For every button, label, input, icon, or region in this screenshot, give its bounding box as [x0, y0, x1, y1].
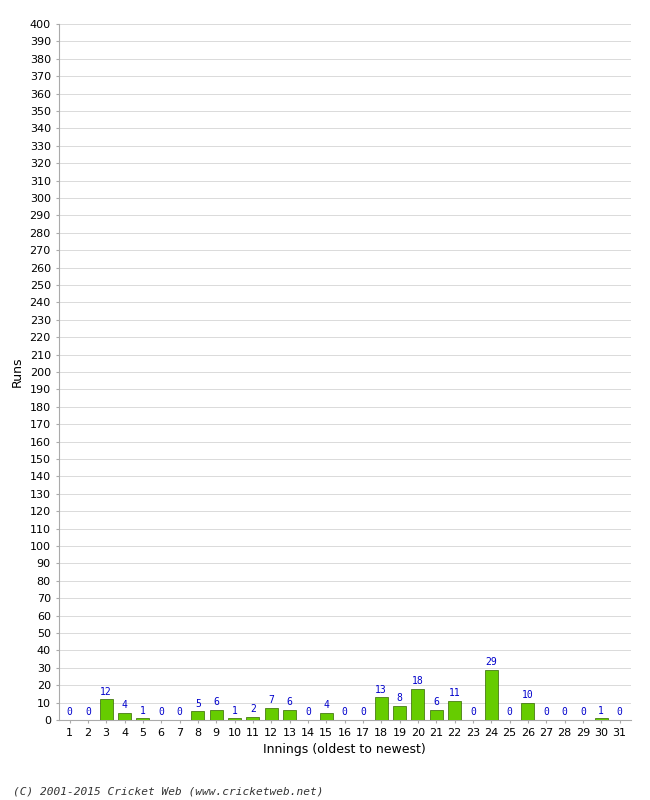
Text: 1: 1 [231, 706, 237, 716]
Text: 6: 6 [213, 697, 219, 707]
Bar [411, 689, 424, 720]
Bar [595, 718, 608, 720]
Text: 10: 10 [522, 690, 534, 700]
Text: 1: 1 [140, 706, 146, 716]
Text: 29: 29 [486, 657, 497, 667]
Text: 0: 0 [617, 707, 623, 718]
Bar [136, 718, 150, 720]
Text: 0: 0 [506, 707, 512, 718]
Text: 4: 4 [122, 701, 127, 710]
Bar [246, 717, 259, 720]
Bar [393, 706, 406, 720]
Text: 6: 6 [434, 697, 439, 707]
Bar [99, 699, 112, 720]
Bar [228, 718, 241, 720]
Text: 0: 0 [305, 707, 311, 718]
Text: 2: 2 [250, 704, 255, 714]
Text: 18: 18 [412, 676, 424, 686]
Text: 0: 0 [158, 707, 164, 718]
Text: 0: 0 [543, 707, 549, 718]
Text: 1: 1 [598, 706, 604, 716]
Text: 0: 0 [177, 707, 183, 718]
Text: 8: 8 [396, 694, 402, 703]
Text: 13: 13 [375, 685, 387, 694]
Bar [283, 710, 296, 720]
Bar [118, 713, 131, 720]
Text: 0: 0 [85, 707, 91, 718]
Text: 0: 0 [580, 707, 586, 718]
Bar [430, 710, 443, 720]
Text: 7: 7 [268, 695, 274, 706]
Bar [320, 713, 333, 720]
Text: (C) 2001-2015 Cricket Web (www.cricketweb.net): (C) 2001-2015 Cricket Web (www.cricketwe… [13, 786, 324, 796]
Text: 5: 5 [195, 698, 201, 709]
Text: 0: 0 [341, 707, 348, 718]
Y-axis label: Runs: Runs [11, 357, 24, 387]
Text: 6: 6 [287, 697, 292, 707]
Bar [448, 701, 461, 720]
Bar [521, 702, 534, 720]
Text: 0: 0 [470, 707, 476, 718]
Text: 12: 12 [100, 686, 112, 697]
Bar [210, 710, 222, 720]
Text: 0: 0 [360, 707, 366, 718]
Bar [485, 670, 498, 720]
Text: 0: 0 [562, 707, 567, 718]
Bar [265, 708, 278, 720]
Bar [191, 711, 204, 720]
Bar [375, 698, 387, 720]
X-axis label: Innings (oldest to newest): Innings (oldest to newest) [263, 743, 426, 756]
Text: 4: 4 [323, 701, 329, 710]
Text: 11: 11 [448, 688, 460, 698]
Text: 0: 0 [66, 707, 72, 718]
